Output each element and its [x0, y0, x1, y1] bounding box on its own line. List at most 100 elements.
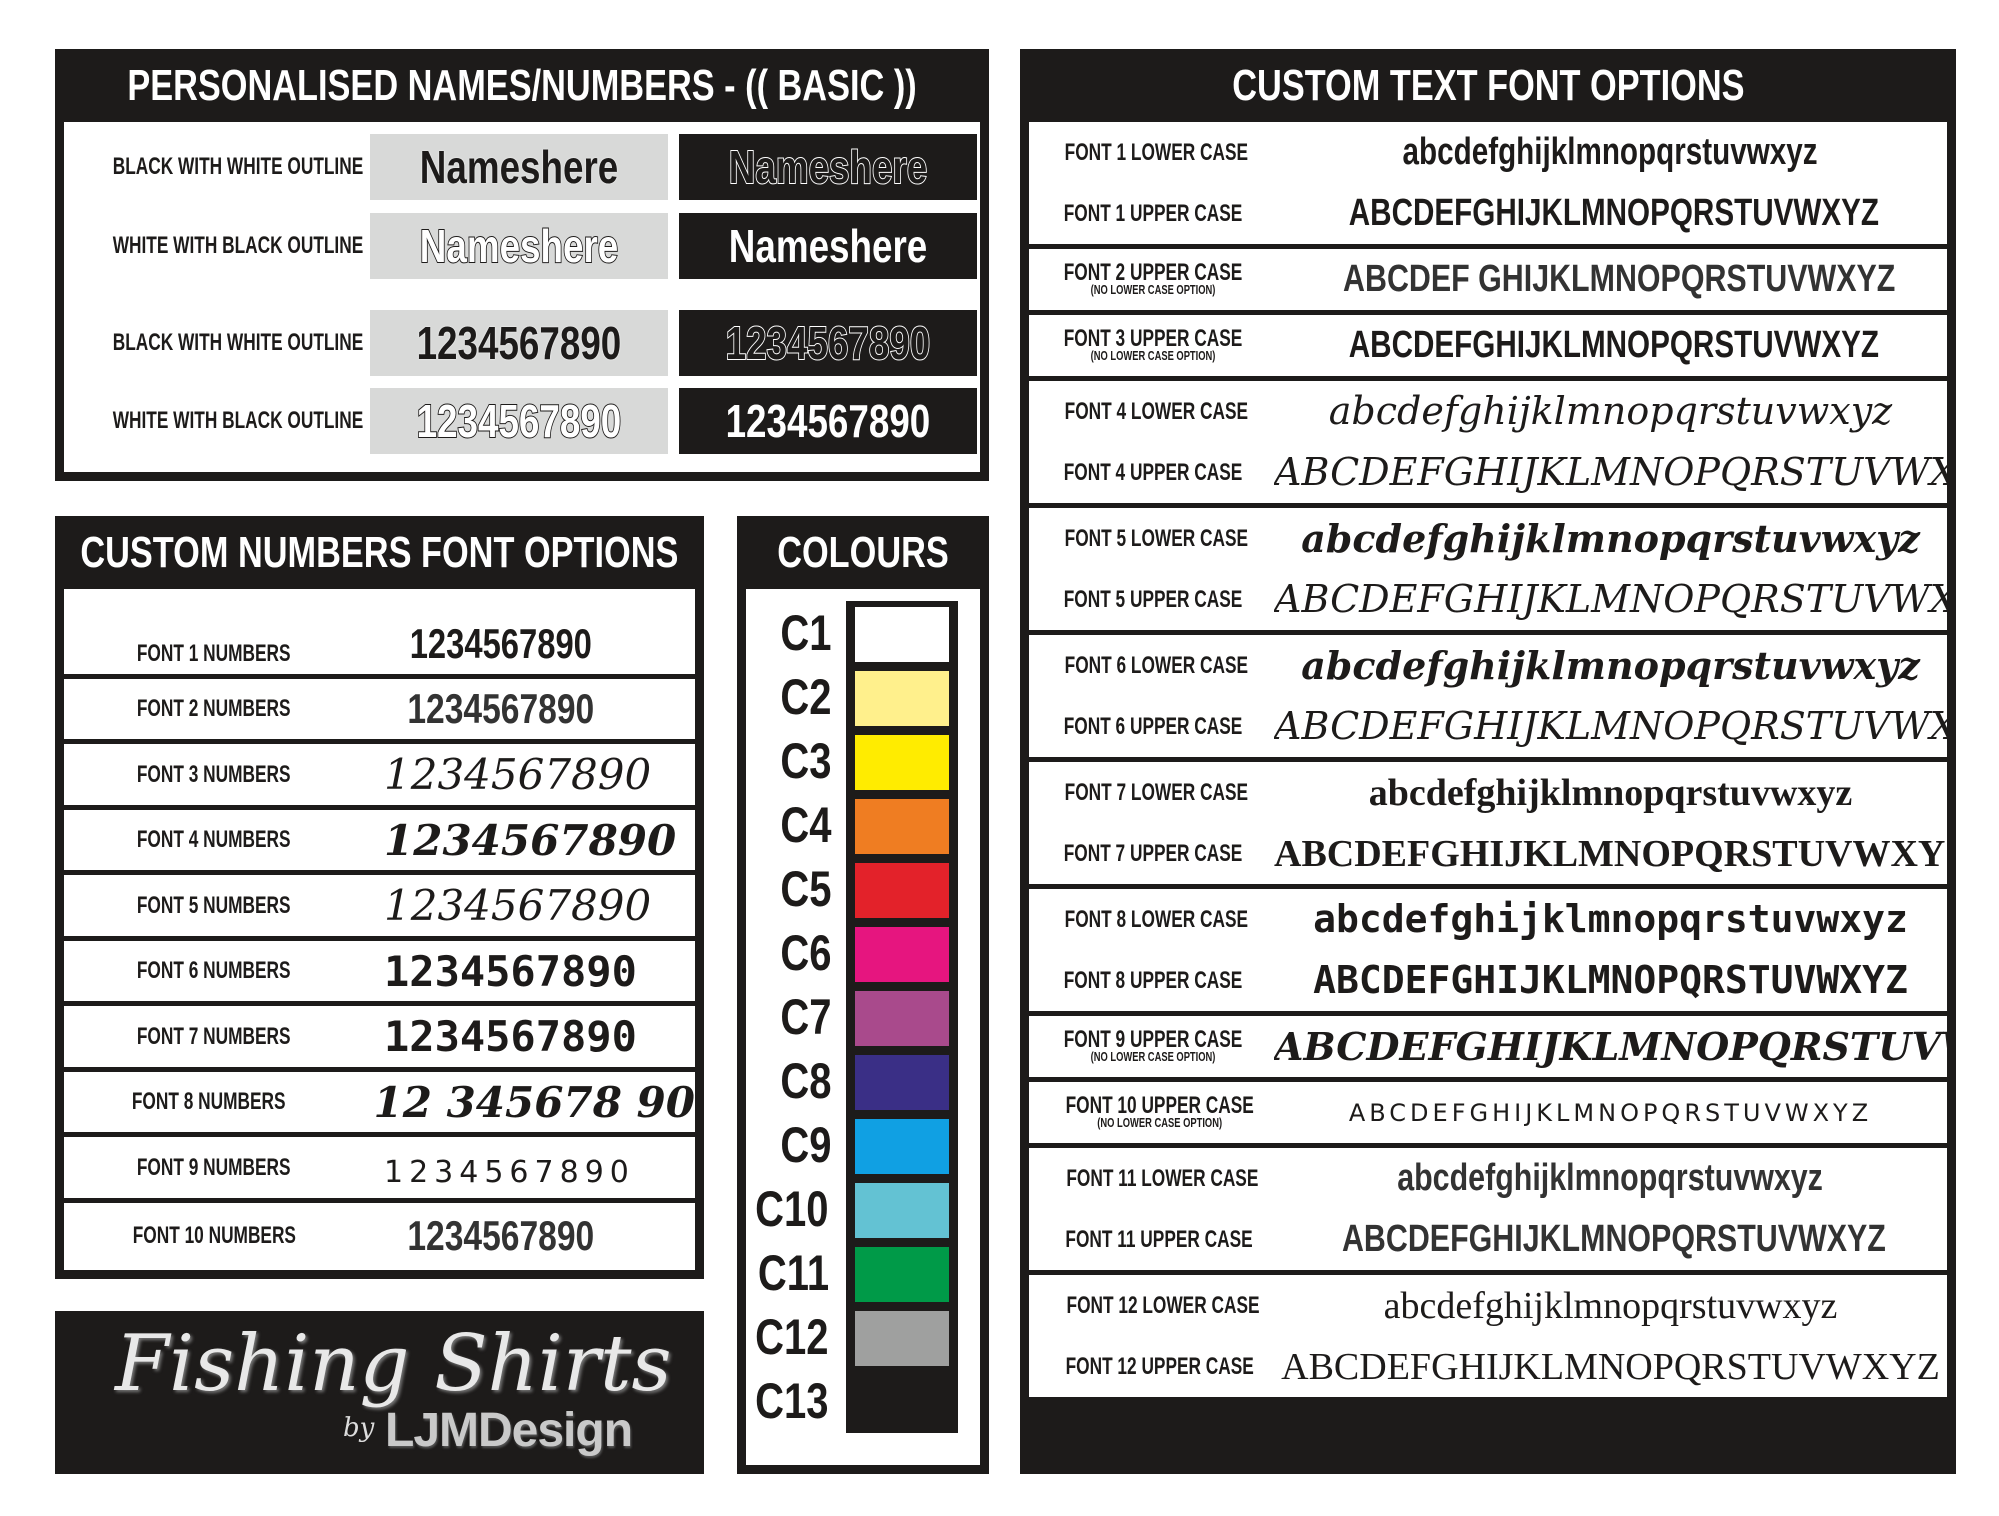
text-font-name: FONT 6 UPPER CASE — [1063, 712, 1243, 740]
text-font-name: FONT 4 UPPER CASE — [1063, 458, 1243, 486]
colour-swatch — [846, 921, 958, 985]
text-font-row: FONT 9 UPPER CASE (NO LOWER CASE OPTION) A… — [1029, 1016, 1947, 1077]
number-font-sample: 1234567890 — [364, 881, 695, 930]
colour-swatch-fill — [855, 607, 949, 662]
text-font-label-text: FONT 4 UPPER CASE — [1063, 458, 1243, 486]
text-font-group: FONT 4 LOWER CASE abcdefghijklmnopqrstuvw… — [1029, 381, 1947, 503]
text-font-label-text: FONT 9 UPPER CASE (NO LOWER CASE OPTION) — [1064, 1027, 1243, 1064]
number-font-label: FONT 5 NUMBERS — [64, 892, 364, 920]
colour-code: C5 — [746, 860, 846, 918]
colour-row: C6 — [746, 921, 980, 985]
text-font-label: FONT 8 LOWER CASE — [1029, 907, 1274, 932]
colours-title-text: COLOURS — [777, 527, 949, 577]
text-font-sample-text: ABCDEFGHIJKLMNOPQRSTUVWXYZ — [1274, 704, 1947, 748]
number-font-label: FONT 2 NUMBERS — [64, 695, 364, 723]
number-font-sample: 1234567890 — [364, 1012, 695, 1061]
colour-code: C11 — [746, 1244, 846, 1302]
number-font-label: FONT 1 NUMBERS — [64, 640, 364, 668]
text-font-label-text: FONT 10 UPPER CASE (NO LOWER CASE OPTION) — [1066, 1093, 1254, 1129]
text-font-label-text: FONT 6 UPPER CASE — [1063, 712, 1243, 740]
text-font-label: FONT 4 LOWER CASE — [1029, 399, 1274, 424]
text-font-label: FONT 11 UPPER CASE — [1029, 1225, 1274, 1253]
text-font-name: FONT 3 UPPER CASE — [1063, 324, 1243, 352]
colour-row: C4 — [746, 793, 980, 857]
text-font-sample-text: abcdefghijklmnopqrstuvwxyz — [1368, 771, 1853, 814]
number-font-row: FONT 9 NUMBERS 1234567890 — [64, 1137, 695, 1198]
text-font-note: (NO LOWER CASE OPTION) — [1090, 1048, 1216, 1064]
text-font-name: FONT 11 LOWER CASE — [1066, 1164, 1259, 1192]
text-font-label: FONT 2 UPPER CASE (NO LOWER CASE OPTION) — [1029, 260, 1274, 299]
row-label-text: BLACK WITH WHITE OUTLINE — [112, 153, 364, 180]
number-font-sample-text: 1234567890 — [407, 685, 595, 732]
row-label: WHITE WITH BLACK OUTLINE — [64, 232, 364, 260]
colour-code: C9 — [746, 1116, 846, 1174]
colour-code: C10 — [746, 1180, 846, 1238]
text-font-row: FONT 1 LOWER CASE abcdefghijklmnopqrstuvw… — [1029, 122, 1947, 183]
text-font-name: FONT 7 UPPER CASE — [1063, 839, 1243, 867]
text-font-label-text: FONT 8 LOWER CASE — [1065, 907, 1248, 932]
text-font-row: FONT 4 LOWER CASE abcdefghijklmnopqrstuvw… — [1029, 381, 1947, 442]
text-font-name: FONT 12 LOWER CASE — [1066, 1291, 1260, 1319]
basic-names-title-text: PERSONALISED NAMES/NUMBERS - (( BASIC )) — [127, 60, 917, 110]
custom-text-panel: CUSTOM TEXT FONT OPTIONS FONT 1 LOWER CA… — [1020, 49, 1956, 1474]
number-font-label-text: FONT 7 NUMBERS — [137, 1022, 291, 1050]
colour-swatch-fill — [855, 1183, 949, 1238]
text-font-label: FONT 4 UPPER CASE — [1029, 458, 1274, 486]
text-font-group: FONT 5 LOWER CASE abcdefghijklmnopqrstuvw… — [1029, 508, 1947, 630]
colour-swatch — [846, 1305, 958, 1369]
text-font-name: FONT 6 LOWER CASE — [1064, 651, 1249, 679]
text-font-label: FONT 11 LOWER CASE — [1029, 1164, 1274, 1192]
text-font-label: FONT 1 LOWER CASE — [1029, 140, 1274, 165]
text-font-row: FONT 12 LOWER CASE abcdefghijklmnopqrstuv… — [1029, 1275, 1947, 1336]
text-font-sample: ABCDEFGHIJKLMNOPQRSTUVWXYZ — [1274, 1345, 1947, 1389]
number-font-label-text: FONT 10 NUMBERS — [132, 1222, 296, 1250]
row-label-text: WHITE WITH BLACK OUTLINE — [112, 232, 364, 259]
text-font-sample: abcdefghijklmnopqrstuvwxyz — [1274, 897, 1947, 942]
colour-swatch — [846, 1369, 958, 1433]
text-font-group: FONT 9 UPPER CASE (NO LOWER CASE OPTION) A… — [1029, 1016, 1947, 1077]
colour-code-text: C1 — [780, 605, 832, 661]
colour-swatch-fill — [855, 735, 949, 790]
text-font-group: FONT 8 LOWER CASE abcdefghijklmnopqrstuvw… — [1029, 889, 1947, 1011]
number-font-sample-text: 1234567890 — [409, 619, 592, 667]
number-font-label-text: FONT 3 NUMBERS — [137, 760, 291, 788]
colour-row: C12 — [746, 1305, 980, 1369]
custom-numbers-panel: CUSTOM NUMBERS FONT OPTIONS FONT 1 NUMBE… — [55, 516, 704, 1279]
text-font-sample: ABCDEFGHIJKLMNOPQRSTUVWXYZ — [1274, 1024, 1947, 1070]
text-font-name: FONT 11 UPPER CASE — [1065, 1225, 1253, 1253]
colour-code-text: C8 — [780, 1053, 832, 1109]
logo-script: Fishing Shirts — [115, 1319, 672, 1409]
colour-code-text: C10 — [755, 1181, 829, 1237]
text-font-sample-text: ABCDEFGHIJKLMNOPQRSTUVWXYZ — [1274, 577, 1947, 621]
colour-code: C12 — [746, 1308, 846, 1366]
text-font-sample: ABCDEFGHIJKLMNOPQRSTUVWXYZ — [1274, 577, 1947, 622]
number-font-sample: 1234567890 — [364, 750, 695, 799]
colour-code-text: C12 — [755, 1309, 829, 1365]
number-font-sample: 1234567890 — [364, 816, 695, 865]
text-font-sample: ABCDEFGHIJKLMNOPQRSTUVWXYZ — [1274, 1099, 1947, 1127]
basic-row: BLACK WITH WHITE OUTLINE 1234567890 123456… — [64, 310, 980, 376]
sample-text: Nameshere — [728, 140, 928, 194]
colour-swatch-fill — [855, 1055, 949, 1110]
number-font-sample-text: 1234567890 — [384, 881, 652, 930]
colour-code-text: C3 — [780, 733, 832, 789]
text-font-name: FONT 1 UPPER CASE — [1063, 199, 1243, 227]
text-font-label-text: FONT 1 LOWER CASE — [1065, 140, 1248, 165]
colour-swatch-fill — [855, 863, 949, 918]
text-font-sample: ABCDEFGHIJKLMNOPQRSTUVWXYZ — [1274, 958, 1947, 1003]
row-label: BLACK WITH WHITE OUTLINE — [64, 329, 364, 357]
colour-swatch — [846, 601, 958, 665]
text-font-label-text: FONT 1 UPPER CASE — [1063, 199, 1243, 227]
custom-numbers-title-text: CUSTOM NUMBERS FONT OPTIONS — [80, 527, 679, 577]
number-font-row: FONT 10 NUMBERS 1234567890 — [64, 1202, 695, 1270]
text-font-label-text: FONT 11 LOWER CASE — [1066, 1164, 1259, 1192]
text-font-row: FONT 4 UPPER CASE ABCDEFGHIJKLMNOPQRSTUVW… — [1029, 442, 1947, 503]
number-font-label: FONT 3 NUMBERS — [64, 761, 364, 789]
text-font-sample-text: ABCDEFGHIJKLMNOPQRSTUVWXYZ — [1341, 1218, 1886, 1260]
text-font-label-text: FONT 12 UPPER CASE — [1066, 1354, 1254, 1379]
number-font-row: FONT 1 NUMBERS 1234567890 — [64, 589, 695, 674]
colours-panel: COLOURS C1 C2 C3 C4 C5 C6 C7 C8 C9 C10 C11 C12 C13 — [737, 516, 989, 1474]
text-font-group: FONT 12 LOWER CASE abcdefghijklmnopqrstuv… — [1029, 1275, 1947, 1397]
text-font-group: FONT 6 LOWER CASE abcdefghijklmnopqrstuvw… — [1029, 635, 1947, 757]
number-font-label: FONT 9 NUMBERS — [64, 1154, 364, 1182]
